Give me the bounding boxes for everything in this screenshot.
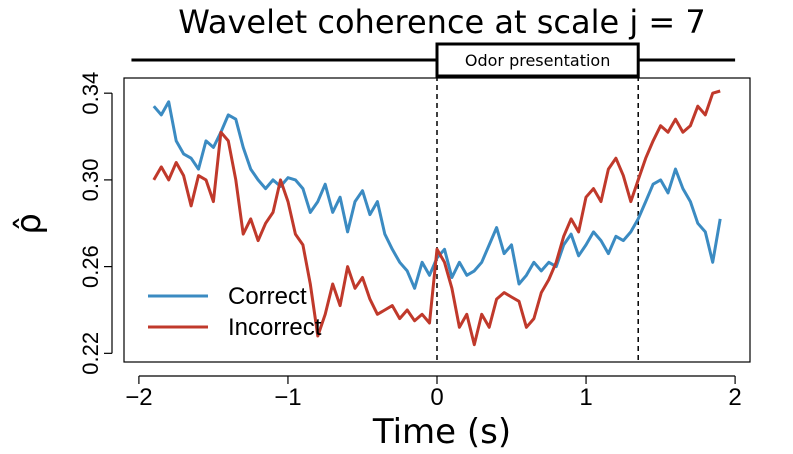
- x-axis-label: Time (s): [372, 412, 511, 452]
- x-axis: −2 −1 0 1 2: [125, 375, 742, 411]
- annotation-label: Odor presentation: [465, 51, 610, 70]
- legend: Correct Incorrect: [148, 283, 322, 341]
- y-axis: 0.22 0.26 0.30 0.34: [78, 72, 113, 375]
- chart-title: Wavelet coherence at scale j = 7: [178, 3, 706, 41]
- x-tick-label: −2: [125, 384, 152, 411]
- y-axis-label: ρ̂: [9, 213, 49, 235]
- legend-label-correct: Correct: [228, 283, 307, 310]
- x-tick-label: 1: [579, 384, 592, 411]
- y-tick-label: 0.22: [78, 332, 103, 375]
- series-line-incorrect: [152, 89, 721, 347]
- y-tick-label: 0.34: [78, 72, 103, 115]
- x-tick-label: −1: [274, 384, 301, 411]
- x-tick-label: 0: [430, 384, 443, 411]
- annotation-box: [435, 42, 640, 78]
- x-tick-label: 2: [728, 384, 741, 411]
- legend-label-incorrect: Incorrect: [228, 314, 322, 341]
- y-tick-label: 0.26: [78, 245, 103, 288]
- y-tick-label: 0.30: [78, 158, 103, 201]
